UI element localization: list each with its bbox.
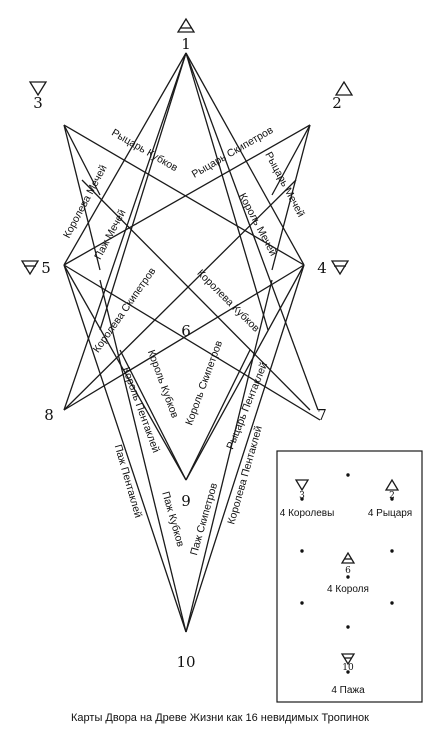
- node-4-symbol: [330, 260, 350, 276]
- inset-node-6-label: 6: [345, 566, 351, 576]
- node-8-label: 8: [44, 406, 54, 424]
- node-6-label: 6: [181, 322, 191, 340]
- inset-label-kings: 4 Короля: [327, 584, 369, 595]
- inset-label-queens: 4 Королевы: [280, 508, 335, 519]
- path-label-knight-pentacles: Рыцарь Пентаклей: [224, 360, 270, 451]
- node-3-label: 3: [33, 94, 43, 112]
- node-5-label: 5: [41, 259, 51, 277]
- inset-node-10-symbol: [340, 653, 356, 666]
- node-7-label: 7: [317, 406, 327, 424]
- inset-node-6-symbol: [340, 551, 356, 564]
- inset-label-knights: 4 Рыцаря: [368, 508, 412, 519]
- node-1-label: 1: [181, 35, 191, 53]
- inset-node-3-label: 3: [299, 491, 305, 501]
- node-2-symbol: [334, 80, 354, 96]
- path-label-page-wands: Паж Скипетров: [188, 481, 220, 556]
- inset-node-10-label: 10: [342, 663, 354, 673]
- node-2-label: 2: [332, 94, 342, 112]
- inset-node-3-symbol: [294, 479, 310, 492]
- path-label-page-pentacles: Паж Пентаклей: [112, 443, 144, 519]
- inset-legend: 3 2 6 10 4 Королевы 4 Рыцаря 4 Короля 4 …: [276, 450, 423, 703]
- node-5-symbol: [20, 260, 40, 276]
- inset-node-2-label: 2: [389, 491, 395, 501]
- node-1-symbol: [176, 17, 196, 33]
- node-10-label: 10: [176, 653, 195, 671]
- node-3-symbol: [28, 81, 48, 97]
- inset-node-2-symbol: [384, 478, 400, 491]
- node-9-label: 9: [181, 492, 191, 510]
- inset-label-pages: 4 Пажа: [331, 685, 365, 696]
- path-label-queen-wands: Королева Скипетров: [91, 265, 159, 355]
- figure-caption: Карты Двора на Древе Жизни как 16 невиди…: [71, 712, 369, 724]
- path-lines: [63, 52, 321, 633]
- node-4-label: 4: [317, 259, 327, 277]
